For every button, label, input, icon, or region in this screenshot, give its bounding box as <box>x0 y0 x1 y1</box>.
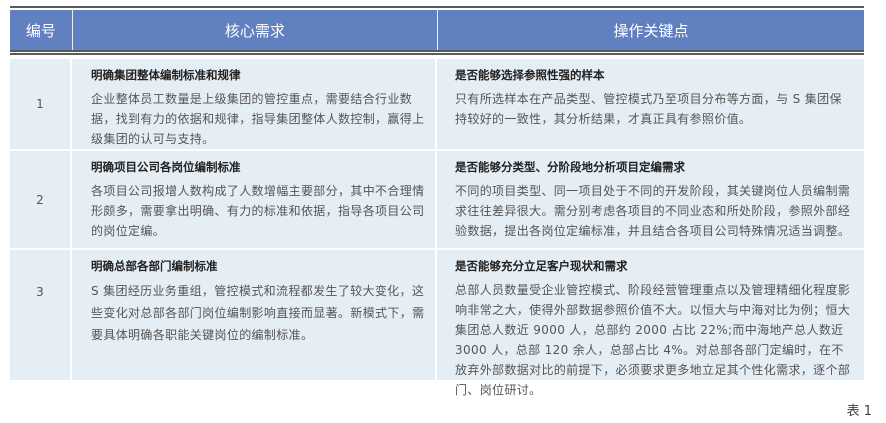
header-rule <box>10 53 864 55</box>
core-need-cell: 明确总部各部门编制标准 S 集团经历业务重组，管控模式和流程都发生了较大变化，这… <box>72 250 437 380</box>
key-title: 是否能够选择参照性强的样本 <box>455 68 605 82</box>
need-body: S 集团经历业务重组，管控模式和流程都发生了较大变化，这些变化对总部各部门岗位编… <box>91 284 425 342</box>
table-row: 2 明确项目公司各岗位编制标准 各项目公司报增人数构成了人数增幅主要部分，其中不… <box>10 151 864 248</box>
core-need-cell: 明确项目公司各岗位编制标准 各项目公司报增人数构成了人数增幅主要部分，其中不合理… <box>72 151 437 248</box>
key-point-cell: 是否能够分类型、分阶段地分析项目定编需求 不同的项目类型、同一项目处于不同的开发… <box>437 151 864 248</box>
row-number: 1 <box>10 59 72 149</box>
row-number: 2 <box>10 151 72 248</box>
need-title: 明确项目公司各岗位编制标准 <box>91 160 241 174</box>
table-header: 编号 核心需求 操作关键点 <box>10 10 864 50</box>
core-need-cell: 明确集团整体编制标准和规律 企业整体员工数量是上级集团的管控重点，需要结合行业数… <box>72 59 437 149</box>
key-point-cell: 是否能够选择参照性强的样本 只有所选样本在产品类型、管控模式乃至项目分布等方面，… <box>437 59 864 149</box>
table-caption: 表 1 <box>846 404 872 419</box>
table-top-rule <box>10 6 864 8</box>
table-row: 1 明确集团整体编制标准和规律 企业整体员工数量是上级集团的管控重点，需要结合行… <box>10 59 864 149</box>
header-key-points: 操作关键点 <box>613 21 689 40</box>
need-title: 明确集团整体编制标准和规律 <box>91 68 241 82</box>
key-point-cell: 是否能够充分立足客户现状和需求 总部人员数量受企业管控模式、阶段经营管理重点以及… <box>437 250 864 397</box>
header-rule <box>10 50 864 52</box>
key-body: 总部人员数量受企业管控模式、阶段经营管理重点以及管理精细化程度影响非常之大，使得… <box>455 283 851 397</box>
need-title: 明确总部各部门编制标准 <box>91 259 218 273</box>
need-body: 企业整体员工数量是上级集团的管控重点，需要结合行业数据，找到有力的依据和规律，指… <box>91 92 425 146</box>
key-body: 不同的项目类型、同一项目处于不同的开发阶段，其关键岗位人员编制需求往往差异很大。… <box>455 184 851 238</box>
row-number: 3 <box>10 250 72 380</box>
key-body: 只有所选样本在产品类型、管控模式乃至项目分布等方面，与 S 集团保持较好的一致性… <box>455 92 842 126</box>
header-number: 编号 <box>10 10 73 50</box>
key-title: 是否能够分类型、分阶段地分析项目定编需求 <box>455 160 685 174</box>
need-body: 各项目公司报增人数构成了人数增幅主要部分，其中不合理情形颇多，需要拿出明确、有力… <box>91 184 425 238</box>
header-core-need: 核心需求 <box>73 10 438 50</box>
table-row: 3 明确总部各部门编制标准 S 集团经历业务重组，管控模式和流程都发生了较大变化… <box>10 250 864 397</box>
key-title: 是否能够充分立足客户现状和需求 <box>455 259 628 273</box>
